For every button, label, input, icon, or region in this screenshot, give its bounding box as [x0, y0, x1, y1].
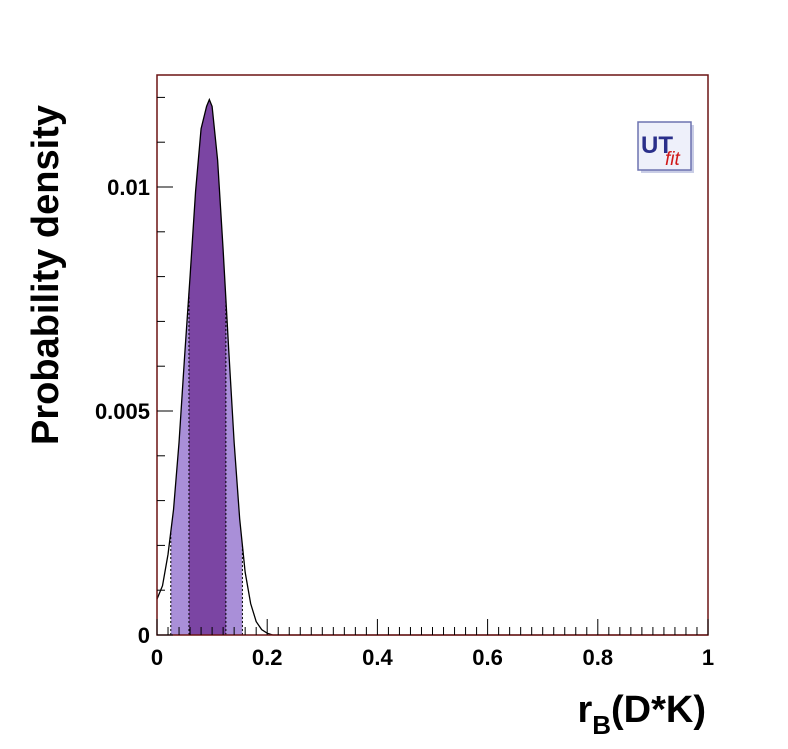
x-tick-label: 0.2 — [252, 645, 283, 670]
y-axis-tick-labels: 0 0.005 0.01 — [95, 175, 150, 648]
inner-interval-fill — [188, 99, 226, 635]
x-axis-ticks — [156, 619, 709, 635]
x-tick-label: 0.6 — [472, 645, 503, 670]
interval-boundaries — [170, 292, 243, 635]
y-tick-label: 0 — [138, 623, 150, 648]
x-axis-title: rB(D*K) — [577, 689, 706, 740]
x-tick-label: 0 — [151, 645, 163, 670]
y-axis-ticks — [157, 96, 173, 636]
x-tick-label: 1 — [702, 645, 714, 670]
x-tick-label: 0.4 — [362, 645, 393, 670]
utfit-logo: UT fit — [637, 121, 694, 173]
y-tick-label: 0.01 — [107, 175, 150, 200]
x-axis-title-subscript: B — [592, 710, 611, 740]
y-tick-label: 0.005 — [95, 399, 150, 424]
interval-fills — [170, 99, 243, 635]
x-tick-label: 0.8 — [583, 645, 614, 670]
logo-text-main: UT — [641, 132, 673, 159]
logo-text-sub: fit — [665, 149, 681, 170]
x-axis-title-rest: (D*K) — [611, 689, 706, 731]
y-axis-title: Probability density — [25, 105, 67, 445]
x-axis-title-main: r — [577, 689, 592, 731]
x-axis-tick-labels: 0 0.2 0.4 0.6 0.8 1 — [151, 645, 714, 670]
logo-box — [637, 121, 692, 171]
